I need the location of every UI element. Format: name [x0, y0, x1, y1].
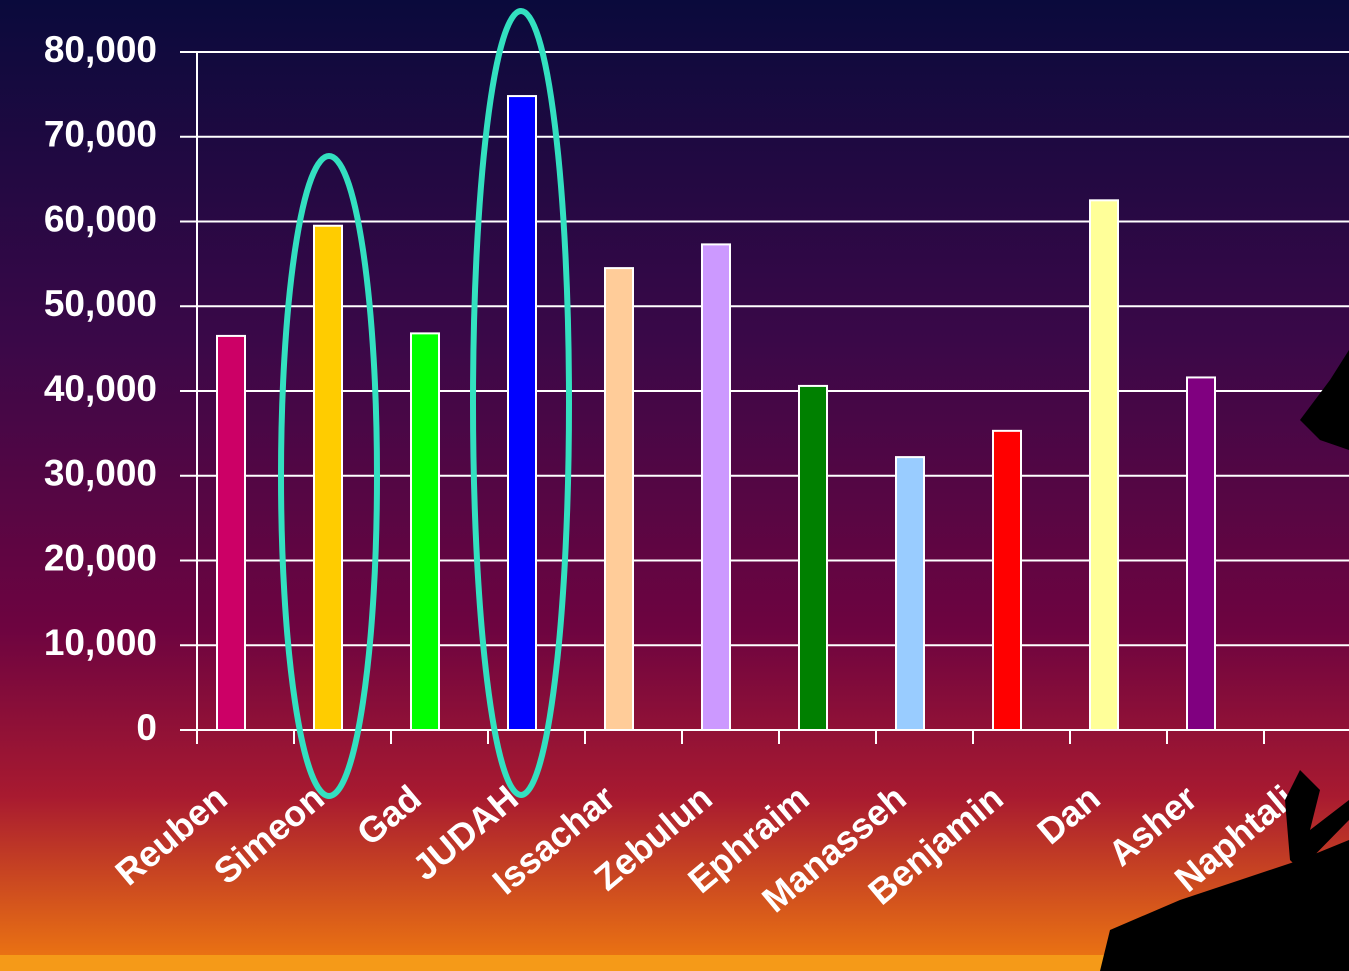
bar [701, 243, 731, 731]
bar [313, 224, 343, 732]
highlight-ellipse [470, 8, 572, 798]
y-tick-label: 70,000 [44, 114, 157, 155]
bar [1186, 376, 1216, 731]
highlight-ellipse [278, 153, 380, 799]
tree-silhouette [1100, 350, 1349, 971]
bar [507, 95, 537, 731]
bar [992, 429, 1022, 731]
y-tick-label: 50,000 [44, 283, 157, 324]
y-tick-label: 10,000 [44, 622, 157, 663]
y-tick-label: 0 [136, 707, 157, 748]
bar [604, 267, 634, 731]
y-tick-label: 60,000 [44, 198, 157, 239]
y-tick-label: 80,000 [44, 29, 157, 70]
bottom-strip [0, 955, 1349, 971]
bar [798, 384, 828, 731]
bar [410, 332, 440, 731]
y-tick-label: 20,000 [44, 537, 157, 578]
y-tick-label: 40,000 [44, 368, 157, 409]
bar [216, 334, 246, 731]
bar [1089, 199, 1119, 731]
y-tick-label: 30,000 [44, 453, 157, 494]
bar [895, 456, 925, 731]
